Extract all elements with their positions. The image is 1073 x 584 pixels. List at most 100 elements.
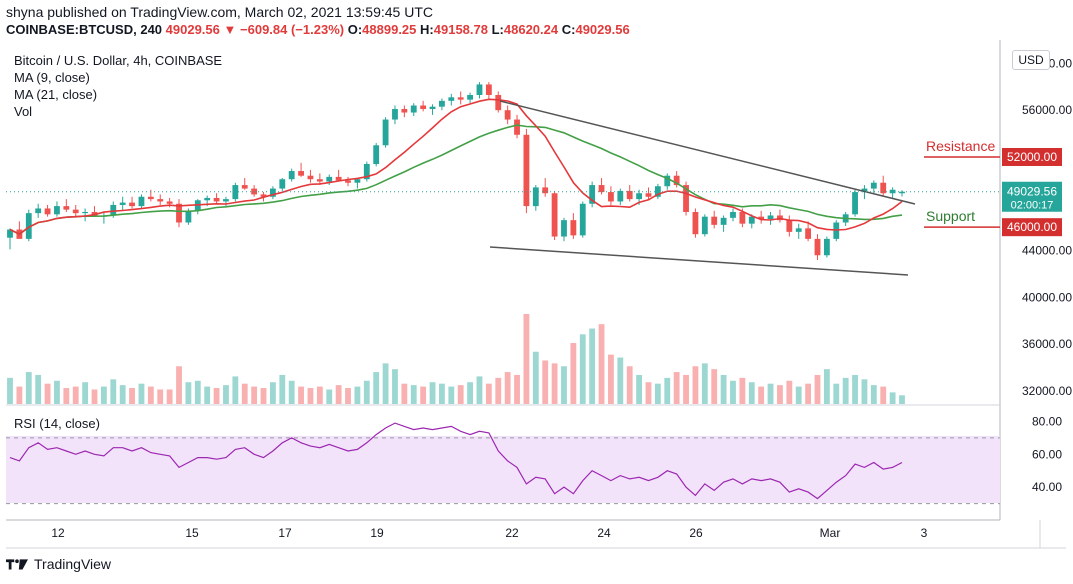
open-value: 48899.25	[362, 22, 417, 37]
candle-body	[598, 185, 605, 193]
volume-bar	[410, 385, 417, 404]
candle-body	[25, 213, 32, 239]
volume-bar	[298, 386, 304, 404]
volume-bar	[335, 385, 342, 404]
candle-body	[739, 211, 746, 224]
candle-body	[485, 84, 492, 95]
candle-body	[654, 186, 661, 197]
candle-body	[392, 109, 398, 120]
volume-bar	[354, 386, 361, 404]
volume-bar	[35, 374, 42, 404]
support-price-text: 46000.00	[1007, 220, 1057, 234]
candle-body	[457, 97, 464, 100]
volume-bar	[91, 389, 98, 404]
tradingview-logo-icon	[6, 559, 28, 570]
volume-bar	[157, 389, 164, 404]
volume-bar	[269, 382, 276, 404]
candle-body	[279, 179, 286, 189]
candle-body	[579, 203, 586, 236]
volume-bar	[448, 386, 455, 404]
candle-body	[514, 119, 520, 135]
volume-bar	[100, 386, 107, 404]
candles	[7, 82, 905, 260]
candle-body	[129, 202, 135, 207]
candle-body	[673, 175, 680, 186]
candle-body	[692, 211, 699, 235]
volume-bar	[673, 372, 680, 404]
moving-averages	[9, 98, 903, 236]
candle-body	[683, 185, 689, 212]
candle-body	[814, 238, 821, 256]
candle-body	[82, 211, 89, 214]
volume-bar	[823, 369, 830, 404]
ma9-line	[9, 98, 903, 236]
legend-ma9[interactable]: MA (9, close)	[14, 70, 90, 85]
legend-ma21[interactable]: MA (21, close)	[14, 87, 98, 102]
volume-bar	[870, 385, 877, 404]
volume-bar	[767, 383, 774, 404]
volume-bar	[44, 383, 51, 404]
candle-body	[608, 192, 614, 202]
currency-button[interactable]: USD	[1012, 50, 1050, 70]
rsi-tick-label: 40.00	[1032, 480, 1062, 494]
brand-name: TradingView	[34, 556, 112, 572]
volume-bar	[185, 382, 192, 404]
resistance-price-text: 52000.00	[1007, 150, 1057, 164]
volume-bar	[701, 363, 708, 404]
volume-bar	[795, 386, 802, 404]
time-tick-label: 12	[51, 526, 65, 540]
legend-vol[interactable]: Vol	[14, 104, 33, 119]
candle-body	[767, 215, 774, 219]
volume-bar	[485, 383, 492, 404]
candle-body	[232, 185, 239, 200]
volume-bar	[645, 382, 652, 404]
rsi-tick-label: 80.00	[1032, 414, 1062, 428]
time-axis: 12 15 17 19 22 24 26 Mar 3	[51, 526, 927, 540]
candle-body	[748, 216, 755, 224]
volume-bar	[532, 351, 539, 404]
candle-body	[35, 208, 42, 214]
volume-bar	[711, 369, 718, 404]
volume-bar	[420, 386, 427, 404]
high-label: H:	[420, 22, 434, 37]
volume-bar	[880, 386, 887, 404]
volume-bar	[748, 382, 755, 404]
low-value: 48620.24	[503, 22, 559, 37]
candle-body	[852, 192, 858, 215]
candle-body	[298, 171, 304, 176]
chart-grid	[6, 40, 1066, 549]
volume-bar	[223, 385, 229, 404]
volume-bar	[382, 363, 389, 404]
footer-brand[interactable]: TradingView	[6, 556, 111, 572]
price-tick-label: 32000.00	[1022, 384, 1072, 398]
time-tick-label: 19	[370, 526, 384, 540]
volume-bar	[373, 372, 380, 404]
candle-body	[157, 199, 164, 202]
volume-bar	[392, 369, 398, 404]
candle-body	[899, 191, 905, 194]
volume-bar	[194, 380, 201, 404]
candle-body	[664, 175, 671, 187]
time-tick-label: Mar	[820, 526, 841, 540]
volume-bar	[401, 383, 408, 404]
support-label: Support	[926, 208, 975, 224]
candle-body	[542, 187, 549, 194]
candle-body	[626, 190, 633, 200]
volume-bar	[439, 383, 445, 404]
candle-body	[730, 211, 736, 218]
candle-body	[410, 105, 417, 113]
candle-body	[636, 193, 643, 200]
candle-body	[645, 193, 652, 197]
rsi-line	[9, 422, 903, 500]
price-tick-label: 36000.00	[1022, 337, 1072, 351]
support-price-tag	[1002, 218, 1062, 237]
candle-body	[448, 97, 455, 101]
candle-body	[326, 176, 333, 182]
candle-body	[805, 228, 812, 239]
candle-body	[823, 238, 830, 256]
candle-body	[335, 176, 342, 181]
candle-body	[288, 171, 295, 180]
symbol-label: COINBASE:BTCUSD, 240	[6, 22, 163, 37]
rsi-label[interactable]: RSI (14, close)	[14, 416, 100, 431]
